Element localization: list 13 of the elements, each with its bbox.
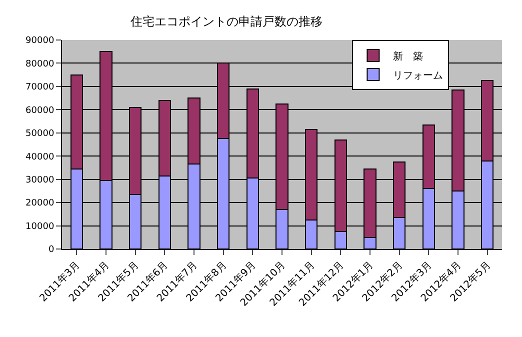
- legend-label: リフォーム: [393, 70, 444, 82]
- y-tick-label: 90000: [26, 36, 54, 46]
- legend-label: 新 築: [393, 50, 424, 62]
- y-tick-label: 0: [48, 245, 54, 256]
- y-tick-label: 70000: [26, 82, 54, 93]
- y-tick-label: 20000: [26, 198, 54, 209]
- y-tick-label: 30000: [26, 175, 54, 186]
- y-tick-label: 60000: [26, 106, 54, 116]
- y-tick-label: 80000: [26, 59, 54, 70]
- y-tick-label: 50000: [26, 129, 54, 140]
- y-tick-label: 10000: [26, 222, 54, 232]
- chart-title: 住宅エコポイントの申請戸数の推移: [130, 14, 322, 28]
- y-tick-label: 40000: [26, 152, 54, 162]
